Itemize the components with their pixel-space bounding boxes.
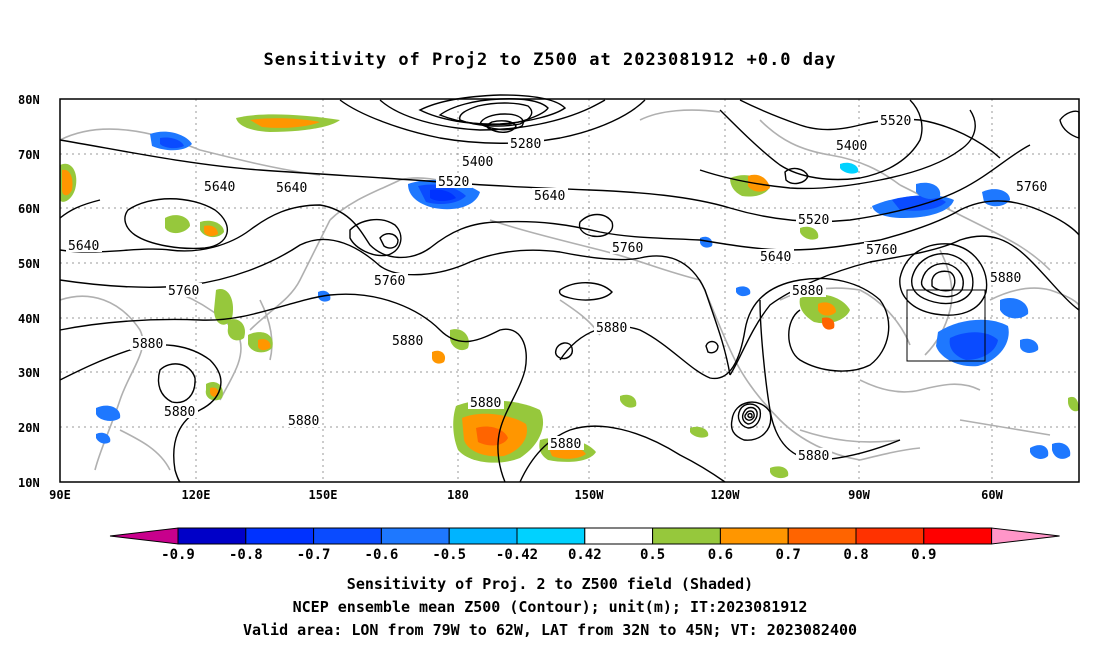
contour-label-5880: 5880 [792,284,823,299]
colorbar-swatch [787,527,857,545]
contour-label-5880: 5880 [288,414,319,429]
contour-label-5880: 5880 [132,337,163,352]
contour-label-5400: 5400 [836,139,867,154]
contour-labels: 5280 5400 5520 5640 5760 5880 5520 5400 … [66,113,1050,464]
colorbar-swatch [109,527,179,545]
colorbar-swatch [245,527,315,545]
lat-label: 30N [18,366,40,380]
contour-label-5760: 5760 [374,274,405,289]
contour-label-5640: 5640 [204,180,235,195]
colorbar-swatch [177,527,247,545]
colorbar-swatch [516,527,586,545]
lat-label: 70N [18,148,40,162]
plot-title: Sensitivity of Proj2 to Z500 at 20230819… [263,50,837,70]
colorbar-swatch [855,527,925,545]
colorbar-swatch [652,527,721,545]
contour-label-5880: 5880 [164,405,195,420]
contour-label-5640: 5640 [276,181,307,196]
contour-label-5760: 5760 [1016,180,1047,195]
colorbar-swatch [584,527,654,545]
colorbar-tick-label: -0.6 [365,547,399,563]
latitude-labels: 80N 70N 60N 50N 40N 30N 20N 10N [18,93,40,490]
contour-label-5760: 5760 [168,284,199,299]
contour-label-5880: 5880 [596,321,627,336]
contour-label-5880: 5880 [470,396,501,411]
caption-line-2: NCEP ensemble mean Z500 (Contour); unit(… [292,598,808,616]
contour-label-5640: 5640 [760,250,791,265]
contour-label-5880: 5880 [550,437,581,452]
contour-label-5640: 5640 [534,189,565,204]
contour-label-5520: 5520 [880,114,911,129]
map-panel: 5280 5400 5520 5640 5760 5880 5520 5400 … [59,94,1080,483]
colorbar-tick-label: 0.5 [640,547,665,563]
colorbar-swatch [719,527,789,545]
colorbar-swatch [923,527,993,545]
valid-area-box [906,289,986,362]
lon-label: 180 [447,488,469,502]
contour-label-5880: 5880 [392,334,423,349]
colorbar-tick-label: -0.5 [432,547,466,563]
colorbar-swatch [380,527,450,545]
contour-label-5520: 5520 [798,213,829,228]
contour-label-5400: 5400 [462,155,493,170]
colorbar-tick-label: -0.9 [161,547,195,563]
colorbar-tick-label: 0.6 [708,547,733,563]
lon-label: 150E [309,488,338,502]
lat-label: 80N [18,93,40,107]
contour-label-5880: 5880 [990,271,1021,286]
contour-label-5640: 5640 [68,239,99,254]
colorbar-tick-label: 0.42 [568,547,602,563]
colorbar-tick-label: -0.7 [297,547,331,563]
contour-label-5760: 5760 [612,241,643,256]
caption-line-3: Valid area: LON from 79W to 62W, LAT fro… [242,621,858,639]
lon-label: 90W [848,488,870,502]
colorbar-tick-label: 0.7 [776,547,801,563]
lat-label: 60N [18,202,40,216]
lon-label: 120E [182,488,211,502]
colorbar-tick-label: -0.8 [229,547,263,563]
contour-label-5520: 5520 [438,175,469,190]
colorbar-swatch [991,527,1060,545]
lon-label: 90E [49,488,71,502]
colorbar-swatch [313,527,382,545]
caption: Sensitivity of Proj. 2 to Z500 field (Sh… [0,573,1100,642]
contour-label-5760: 5760 [866,243,897,258]
contour-label-5880: 5880 [798,449,829,464]
lat-label: 40N [18,312,40,326]
lon-label: 120W [711,488,741,502]
colorbar-tick-label: 0.8 [843,547,868,563]
lon-label: 150W [575,488,605,502]
contour-label-5280: 5280 [510,137,541,152]
lon-label: 60W [981,488,1003,502]
lat-label: 50N [18,257,40,271]
colorbar-swatch [448,527,518,545]
colorbar-tick-label: 0.9 [911,547,936,563]
colorbar: -0.9 -0.8 -0.7 -0.6 -0.5 -0.42 0.42 0.5 0.6 0.7 0.… [109,527,1060,563]
colorbar-tick-label: -0.42 [496,547,538,563]
lat-label: 10N [18,476,40,490]
caption-line-1: Sensitivity of Proj. 2 to Z500 field (Sh… [346,575,754,593]
longitude-labels: 90E 120E 150E 180 150W 120W 90W 60W [49,488,1003,502]
lat-label: 20N [18,421,40,435]
